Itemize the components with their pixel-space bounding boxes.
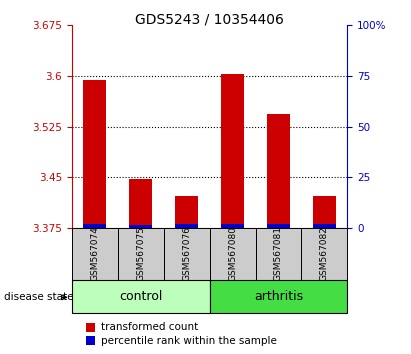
- Bar: [267, 114, 290, 228]
- Bar: [129, 179, 152, 228]
- Bar: [164, 228, 210, 280]
- Text: arthritis: arthritis: [254, 290, 303, 303]
- Bar: [175, 196, 198, 228]
- Bar: [175, 224, 198, 228]
- Bar: [83, 224, 106, 228]
- Bar: [301, 228, 347, 280]
- Bar: [256, 228, 301, 280]
- Bar: [210, 228, 256, 280]
- Text: percentile rank within the sample: percentile rank within the sample: [101, 336, 277, 346]
- Text: transformed count: transformed count: [101, 322, 198, 332]
- Bar: [221, 74, 244, 228]
- Text: GDS5243 / 10354406: GDS5243 / 10354406: [135, 12, 284, 27]
- Bar: [72, 228, 118, 280]
- Text: GSM567076: GSM567076: [182, 227, 191, 281]
- Text: GSM567074: GSM567074: [90, 227, 99, 281]
- Bar: [72, 280, 210, 313]
- Bar: [313, 224, 336, 228]
- Text: GSM567081: GSM567081: [274, 227, 283, 281]
- Bar: [267, 224, 290, 228]
- Bar: [210, 280, 347, 313]
- Bar: [313, 196, 336, 228]
- Bar: [221, 224, 244, 228]
- Bar: [118, 228, 164, 280]
- Text: control: control: [119, 290, 162, 303]
- Text: GSM567080: GSM567080: [228, 227, 237, 281]
- Text: GSM567082: GSM567082: [320, 227, 329, 281]
- Text: disease state: disease state: [4, 292, 74, 302]
- Bar: [83, 80, 106, 228]
- Text: GSM567075: GSM567075: [136, 227, 145, 281]
- Bar: [129, 225, 152, 228]
